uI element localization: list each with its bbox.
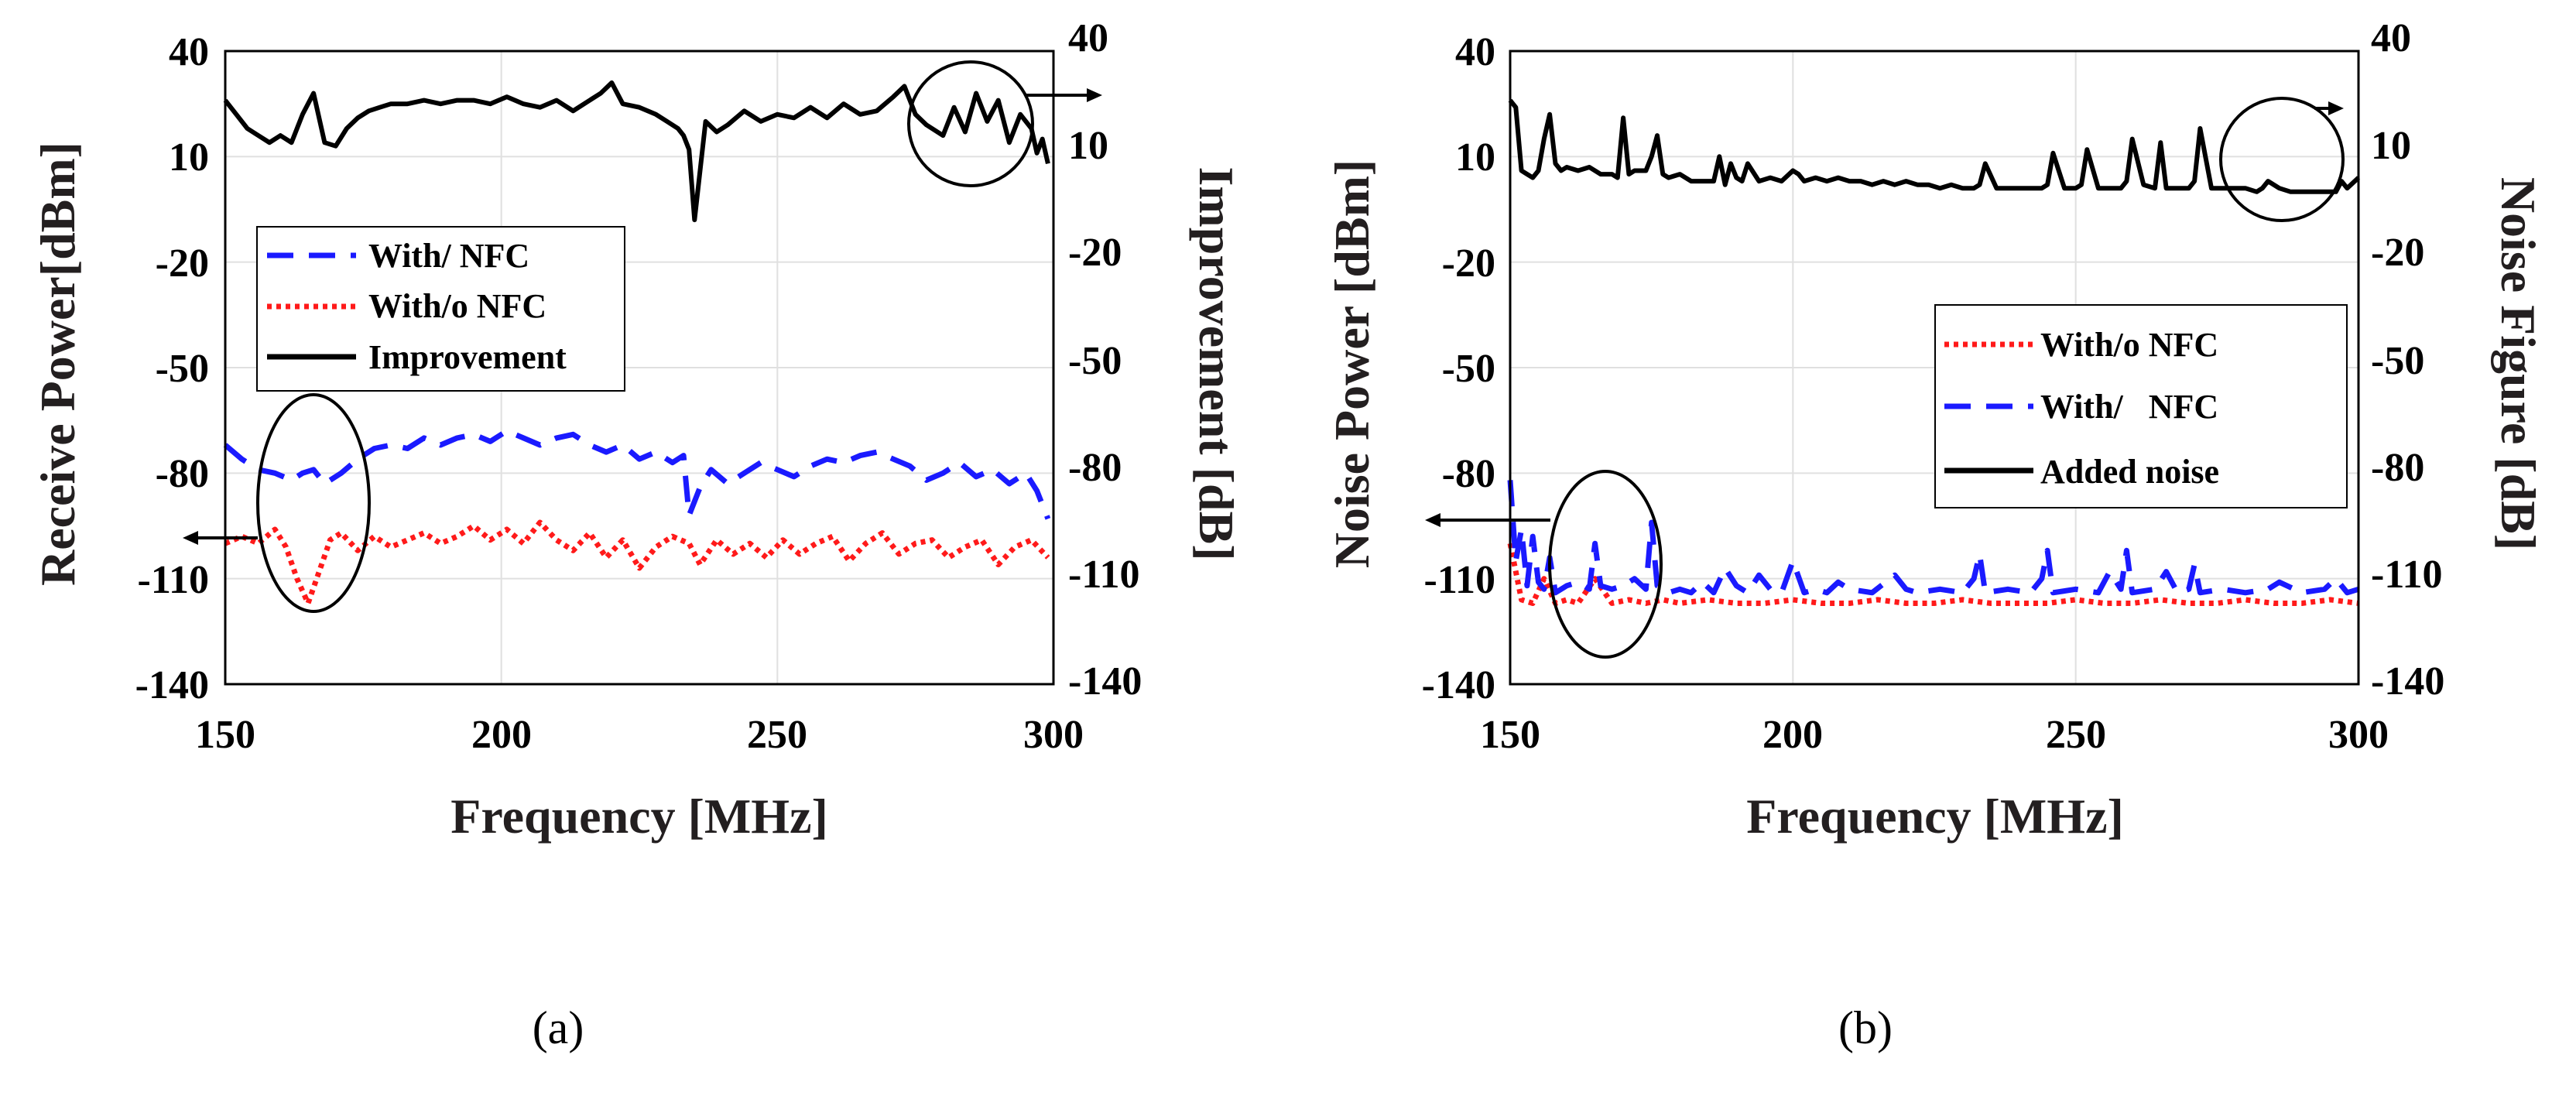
y-tick-right: -110 bbox=[1068, 553, 1139, 597]
arrowhead-right-a bbox=[1087, 88, 1102, 102]
y-tick-left: -80 bbox=[156, 452, 209, 496]
y-tick-right: 10 bbox=[2371, 124, 2411, 168]
y-tick-left: -50 bbox=[1442, 347, 1495, 391]
x-tick: 200 bbox=[1762, 713, 1823, 757]
y-ticks-right-a: 40 10 -20 -50 -80 -110 -140 bbox=[1068, 16, 1142, 704]
arrowhead-right-b bbox=[2328, 101, 2344, 115]
y-ticks-left-b: 40 10 -20 -50 -80 -110 -140 bbox=[1422, 30, 1495, 707]
legend-label-improvement: Improvement bbox=[368, 338, 567, 376]
x-tick: 250 bbox=[747, 713, 807, 757]
x-tick: 150 bbox=[1480, 713, 1540, 757]
series-line-with-nfc bbox=[223, 428, 1051, 520]
x-axis-label-a: Frequency [MHz] bbox=[450, 789, 828, 844]
x-axis-label-b: Frequency [MHz] bbox=[1746, 789, 2124, 844]
y-tick-left: -110 bbox=[1424, 558, 1495, 602]
y-tick-right: -110 bbox=[2371, 553, 2442, 597]
legend-label-with-nfc: With/ NFC bbox=[368, 237, 529, 275]
annotation-circle-right-b bbox=[2219, 97, 2345, 222]
x-ticks-b: 150 200 250 300 bbox=[1480, 713, 2389, 757]
legend-b: With/o NFC With/ NFC Added noise bbox=[1934, 304, 2348, 508]
y-tick-right: -50 bbox=[1068, 339, 1122, 383]
y-tick-left: 40 bbox=[1455, 30, 1495, 74]
y-tick-right: 10 bbox=[1068, 124, 1108, 168]
x-tick: 200 bbox=[471, 713, 532, 757]
y-tick-right: -20 bbox=[2371, 231, 2424, 275]
x-ticks-a: 150 200 250 300 bbox=[195, 713, 1084, 757]
series-line-with-nfc bbox=[1507, 480, 2360, 596]
x-tick: 250 bbox=[2046, 713, 2106, 757]
series-b bbox=[1507, 98, 2361, 606]
y-tick-right: -80 bbox=[1068, 446, 1122, 490]
y-tick-left: -140 bbox=[135, 663, 209, 707]
y-tick-left: -140 bbox=[1422, 663, 1495, 707]
y-tick-right: 40 bbox=[1068, 16, 1108, 60]
y-axis-label-right-a: Improvement [dB] bbox=[1189, 167, 1244, 561]
panel-label-b: (b) bbox=[1838, 1002, 1893, 1053]
x-tick: 300 bbox=[2328, 713, 2389, 757]
y-tick-left: 40 bbox=[169, 30, 209, 74]
panel-b: 40 10 -20 -50 -80 -110 -140 40 10 -20 -5… bbox=[1324, 16, 2546, 1053]
y-tick-right: -140 bbox=[1068, 659, 1142, 704]
series-line-added-noise bbox=[1508, 98, 2361, 194]
y-tick-right: -140 bbox=[2371, 659, 2444, 704]
y-tick-right: -20 bbox=[1068, 231, 1122, 275]
arrowhead-left-b bbox=[1425, 513, 1440, 527]
y-axis-label-left-a: Receive Power[dBm] bbox=[30, 142, 85, 586]
legend-label-with-nfc: With/ NFC bbox=[2040, 388, 2218, 426]
annotation-circle-right-a bbox=[907, 60, 1034, 187]
y-tick-left: -80 bbox=[1442, 452, 1495, 496]
series-line-with-o-nfc bbox=[224, 519, 1050, 606]
y-tick-right: 40 bbox=[2371, 16, 2411, 60]
y-tick-left: 10 bbox=[169, 135, 209, 180]
series-a bbox=[223, 80, 1051, 606]
x-tick: 300 bbox=[1023, 713, 1084, 757]
legend-a: With/ NFC With/o NFC Improvement bbox=[256, 226, 625, 392]
arrowhead-left-a bbox=[183, 531, 198, 545]
y-axis-label-left-b: Noise Power [dBm] bbox=[1324, 159, 1379, 569]
panel-a: 40 10 -20 -50 -80 -110 -140 40 10 -20 -5… bbox=[30, 16, 1244, 1053]
series-line-improvement bbox=[223, 80, 1050, 223]
legend-label-without-nfc: With/o NFC bbox=[2040, 326, 2218, 364]
y-tick-right: -80 bbox=[2371, 446, 2424, 490]
y-tick-left: -110 bbox=[138, 558, 209, 602]
legend-label-without-nfc: With/o NFC bbox=[368, 287, 546, 325]
plot-frame-a bbox=[224, 50, 1055, 686]
plot-frame-b bbox=[1509, 50, 2360, 686]
y-ticks-right-b: 40 10 -20 -50 -80 -110 -140 bbox=[2371, 16, 2444, 704]
y-axis-label-right-b: Noise Figure [dB] bbox=[2491, 177, 2546, 550]
annotation-ellipse-left-a bbox=[256, 393, 371, 613]
y-tick-left: -50 bbox=[156, 347, 209, 391]
annotation-ellipse-left-b bbox=[1548, 470, 1663, 659]
y-ticks-left-a: 40 10 -20 -50 -80 -110 -140 bbox=[135, 30, 209, 707]
y-tick-left: 10 bbox=[1455, 135, 1495, 180]
y-tick-left: -20 bbox=[1442, 241, 1495, 286]
y-tick-left: -20 bbox=[156, 241, 209, 286]
series-line-with-o-nfc bbox=[1507, 543, 2359, 606]
panel-label-a: (a) bbox=[533, 1002, 584, 1053]
y-tick-right: -50 bbox=[2371, 339, 2424, 383]
x-tick: 150 bbox=[195, 713, 255, 757]
legend-label-added-noise: Added noise bbox=[2040, 453, 2219, 491]
